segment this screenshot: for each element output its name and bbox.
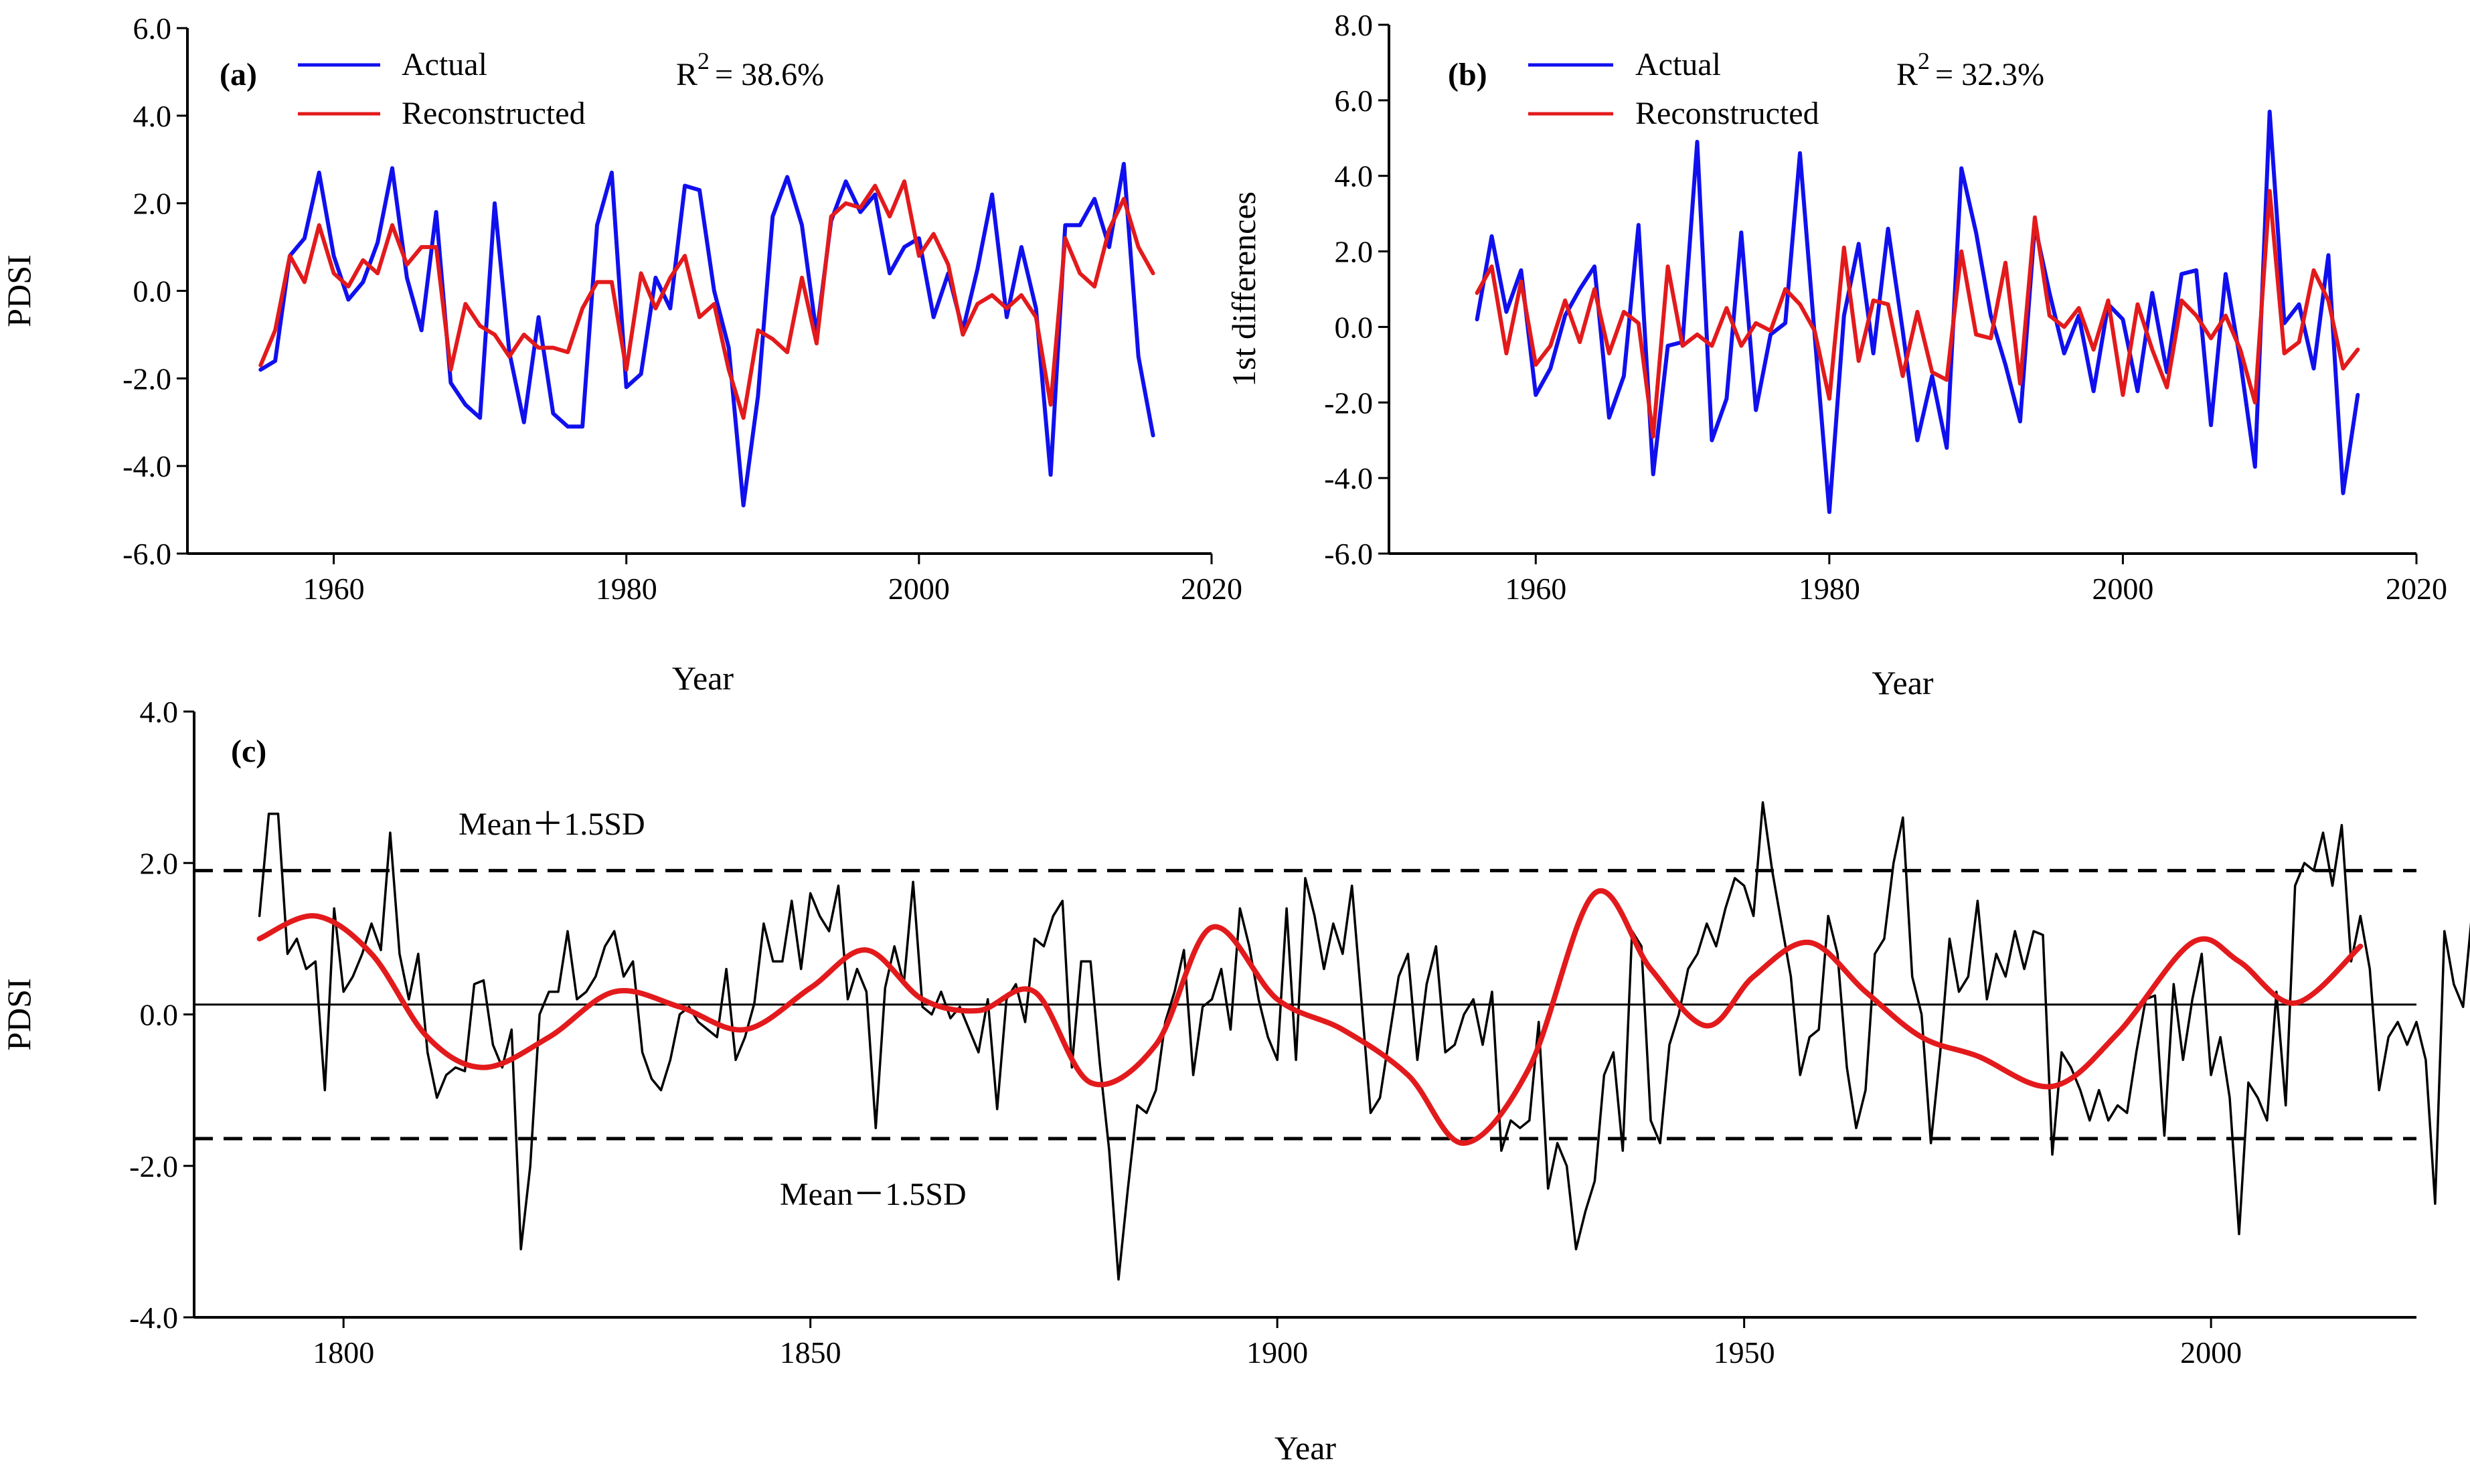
panel-b-x-axis-label: Year bbox=[1872, 664, 1933, 702]
panel-b-legend-actual-label: Actual bbox=[1635, 47, 1721, 82]
panel-a-legend-actual-label: Actual bbox=[402, 47, 487, 82]
panel-b-actual-line bbox=[1475, 109, 2360, 514]
panel-c-x-tick-label: 1850 bbox=[780, 1335, 841, 1370]
panel-a-r2-exponent: 2 bbox=[697, 48, 710, 74]
panel-a-y-tick-label: 4.0 bbox=[133, 99, 172, 133]
panel-a-r2: R2 = 38.6% bbox=[676, 48, 824, 92]
panel-a-r2-symbol: R bbox=[676, 57, 697, 92]
panel-a-chart: (a) R2 = 38.6% -6.0 -4.0 -2.0 0.0 2.0 4.0 6.0 19… bbox=[0, 11, 1242, 697]
panel-a-y-axis-label: PDSI bbox=[0, 254, 37, 327]
panel-c-x-tick-label: 2000 bbox=[2180, 1335, 2242, 1370]
panel-a-actual-line bbox=[258, 161, 1155, 507]
panel-c-tag: (c) bbox=[231, 734, 266, 769]
panel-b-y-tick-label: 0.0 bbox=[1335, 310, 1374, 344]
panel-a-x-axis-label: Year bbox=[672, 659, 734, 697]
panel-b-y-tick-label: -2.0 bbox=[1324, 386, 1373, 420]
panel-a-legend-reconstructed-label: Reconstructed bbox=[402, 96, 586, 131]
panel-b-chart: (b) R2 = 32.3% -6.0 -4.0 -2.0 0.0 2.0 4.0 6.0 8.… bbox=[1225, 8, 2447, 702]
panel-b-tag: (b) bbox=[1448, 57, 1487, 92]
panel-c-x-tick-label: 1950 bbox=[1714, 1335, 1775, 1370]
panel-b-r2-symbol: R bbox=[1896, 57, 1918, 92]
panel-c-y-tick-label: -2.0 bbox=[129, 1149, 178, 1183]
panel-a-reconstructed-line bbox=[258, 179, 1155, 420]
panel-b-y-tick-label: -4.0 bbox=[1324, 461, 1373, 495]
panel-b-legend: Actual Reconstructed bbox=[1528, 47, 1819, 131]
panel-b-x-tick-label: 2000 bbox=[2092, 572, 2153, 606]
panel-c-smoothed-line bbox=[256, 888, 2364, 1146]
panel-b-x-tick-label: 1980 bbox=[1799, 572, 1860, 606]
panel-c-annual-line bbox=[258, 801, 2470, 1281]
panel-b-x-tick-label: 2020 bbox=[2386, 572, 2447, 606]
panel-a-y-tick-label: 0.0 bbox=[133, 274, 172, 309]
panel-c-y-tick-label: 0.0 bbox=[140, 998, 179, 1032]
panel-a-legend: Actual Reconstructed bbox=[298, 47, 586, 131]
panel-c-y-tick-label: 2.0 bbox=[140, 846, 179, 880]
panel-a-r2-value: = 38.6% bbox=[715, 57, 824, 92]
panel-c-y-tick-label: 4.0 bbox=[140, 695, 179, 729]
panel-c-y-axis-label: PDSI bbox=[0, 978, 37, 1050]
panel-b-y-tick-label: 2.0 bbox=[1335, 235, 1374, 269]
panel-c-x-tick-label: 1900 bbox=[1246, 1335, 1308, 1370]
panel-b-r2-exponent: 2 bbox=[1918, 48, 1930, 74]
panel-b-y-tick-label: -6.0 bbox=[1324, 537, 1373, 571]
panel-c-upper-threshold-label: Mean＋1.5SD bbox=[459, 807, 645, 842]
panel-b-r2: R2 = 32.3% bbox=[1896, 48, 2044, 92]
panel-a-x-tick-label: 2020 bbox=[1181, 572, 1242, 606]
panel-a-x-tick-label: 1980 bbox=[596, 572, 657, 606]
panel-a-y-tick-label: 6.0 bbox=[133, 11, 172, 46]
panel-c-x-tick-label: 1800 bbox=[313, 1335, 374, 1370]
panel-a-y-tick-label: -6.0 bbox=[122, 537, 171, 571]
panel-b-r2-value: = 32.3% bbox=[1935, 57, 2044, 92]
panel-c-x-axis-label: Year bbox=[1274, 1429, 1336, 1467]
panel-a-tag: (a) bbox=[220, 57, 257, 92]
panel-c-chart: -4.0 -2.0 0.0 2.0 4.0 1800 1850 1900 1950 2000 Yea… bbox=[0, 695, 2470, 1467]
panel-c-lower-threshold-label: Mean－1.5SD bbox=[780, 1177, 967, 1212]
panel-b-legend-reconstructed-label: Reconstructed bbox=[1635, 96, 1819, 131]
panel-b-y-tick-label: 8.0 bbox=[1335, 8, 1374, 42]
panel-b-reconstructed-line bbox=[1475, 189, 2360, 439]
panel-a-x-tick-label: 2000 bbox=[888, 572, 950, 606]
panel-b-y-tick-label: 6.0 bbox=[1335, 84, 1374, 118]
panel-a-y-tick-label: -2.0 bbox=[122, 361, 171, 396]
panel-c-y-tick-label: -4.0 bbox=[129, 1301, 178, 1335]
panel-b-y-axis-label: 1st differences bbox=[1225, 191, 1262, 387]
panel-a-x-tick-label: 1960 bbox=[303, 572, 365, 606]
panel-a-y-tick-label: -4.0 bbox=[122, 449, 171, 483]
panel-b-y-tick-label: 4.0 bbox=[1335, 159, 1374, 193]
panel-b-x-tick-label: 1960 bbox=[1505, 572, 1566, 606]
panel-a-y-tick-label: 2.0 bbox=[133, 187, 172, 221]
